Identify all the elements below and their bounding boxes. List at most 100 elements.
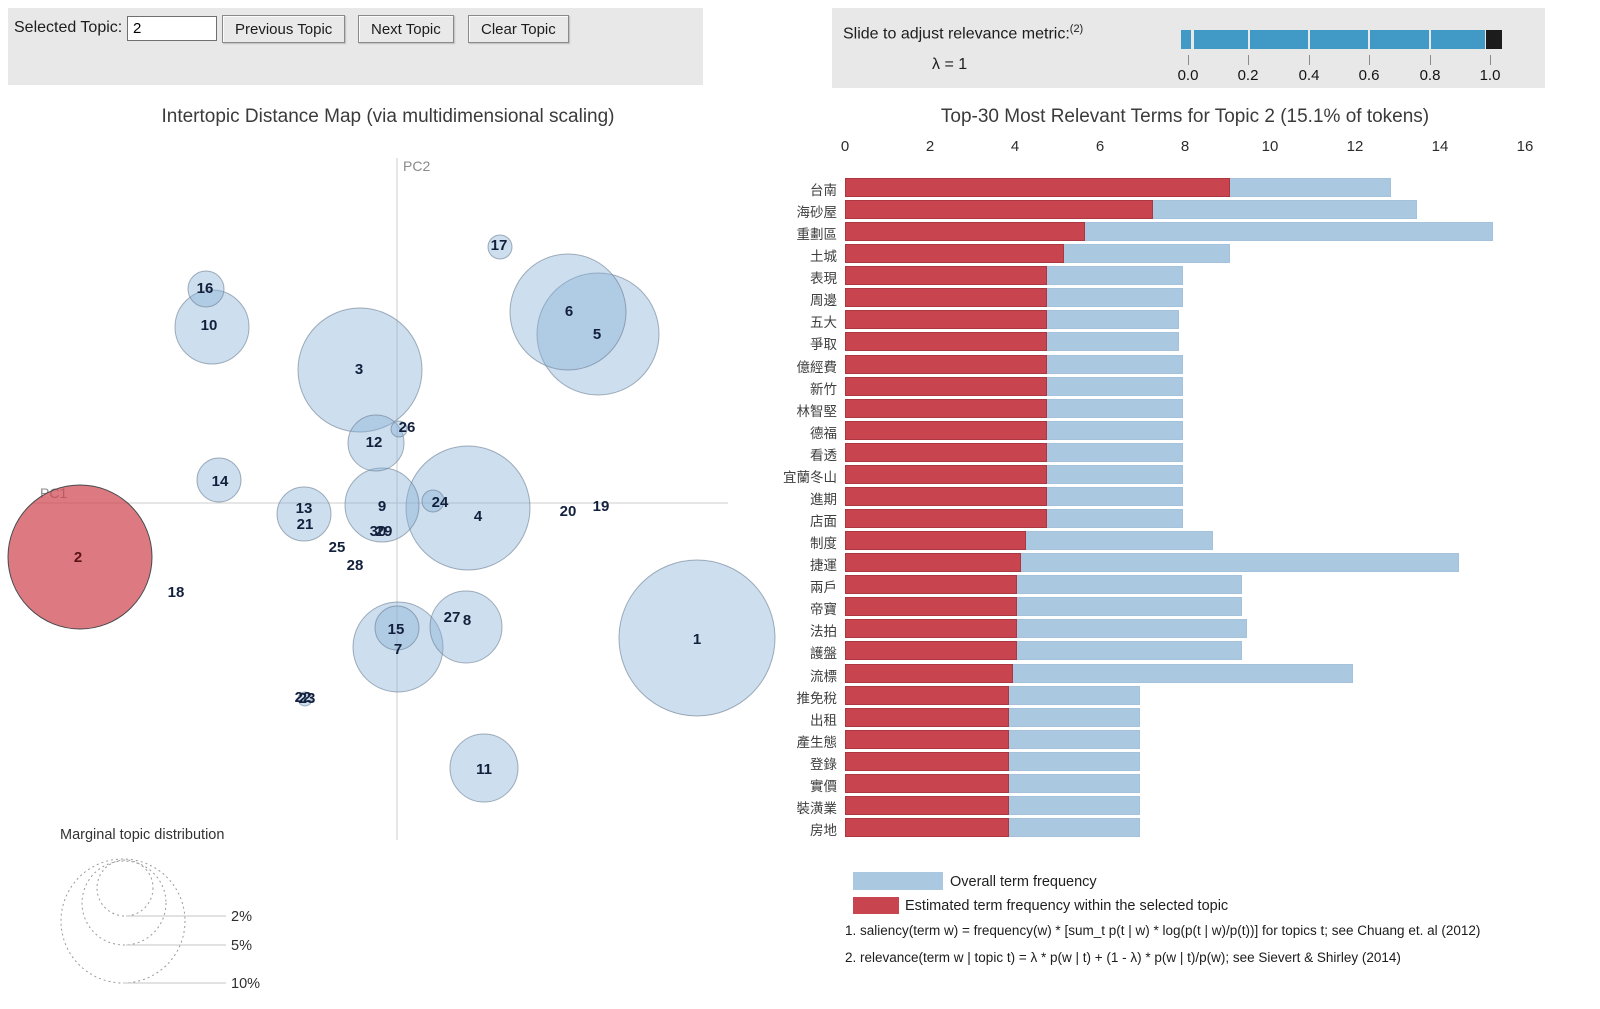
topic-label-29[interactable]: 29 [376,523,393,540]
topic-circle-24[interactable] [421,489,445,513]
topic-label-14[interactable]: 14 [212,473,229,490]
term-bar-row[interactable]: 周邊 [810,288,1525,308]
topic-circle-11[interactable] [449,733,519,803]
topic-frequency-bar[interactable] [845,751,1009,771]
term-bar-row[interactable]: 看透 [810,442,1525,463]
topic-frequency-bar[interactable] [845,310,1047,330]
topic-circle-2[interactable] [7,484,153,630]
topic-label-17[interactable]: 17 [491,237,508,254]
topic-label-16[interactable]: 16 [197,280,214,297]
topic-frequency-bar[interactable] [845,795,1009,815]
topic-label-4[interactable]: 4 [474,508,483,525]
term-bar-row[interactable]: 房地 [810,818,1525,838]
term-bar-row[interactable]: 兩戶 [810,575,1525,595]
topic-frequency-bar[interactable] [845,707,1009,727]
topic-frequency-bar[interactable] [845,398,1047,418]
slider-track-segment[interactable] [1250,30,1308,49]
topic-frequency-bar[interactable] [845,619,1017,639]
term-bar-row[interactable]: 出租 [810,707,1525,728]
term-bar-row[interactable]: 爭取 [810,332,1525,352]
term-bar-row[interactable]: 海砂屋 [797,200,1525,220]
term-bar-row[interactable]: 捷運 [810,553,1525,573]
topic-frequency-bar[interactable] [845,729,1009,749]
term-bar-row[interactable]: 新竹 [810,376,1525,397]
topic-frequency-bar[interactable] [845,553,1022,573]
topic-label-19[interactable]: 19 [593,498,610,515]
topic-label-11[interactable]: 11 [476,761,492,778]
topic-label-18[interactable]: 18 [168,584,185,601]
topic-label-13[interactable]: 13 [296,500,313,517]
slider-track-segment[interactable] [1370,30,1429,49]
topic-label-5[interactable]: 5 [593,326,601,343]
topic-frequency-bar[interactable] [845,178,1230,197]
term-bar-row[interactable]: 宜蘭冬山 [783,464,1525,485]
topic-frequency-bar[interactable] [845,641,1017,661]
term-bar-row[interactable]: 實價 [810,773,1525,794]
topic-frequency-bar[interactable] [845,332,1047,352]
term-bar-row[interactable]: 林智堅 [797,398,1525,419]
term-bar-row[interactable]: 億經費 [797,354,1525,375]
topic-frequency-bar[interactable] [845,200,1153,220]
topic-frequency-bar[interactable] [845,818,1009,838]
topic-label-23[interactable]: 23 [299,690,316,707]
term-bar-row[interactable]: 制度 [810,531,1525,551]
topic-frequency-bar[interactable] [845,288,1047,308]
clear-topic-button[interactable]: Clear Topic [468,15,569,43]
topic-circle-14[interactable] [196,457,242,503]
topic-label-15[interactable]: 15 [388,621,405,638]
topic-circle-4[interactable] [405,445,531,571]
topic-frequency-bar[interactable] [845,442,1047,462]
term-bar-row[interactable]: 德福 [810,420,1525,441]
term-bar-row[interactable]: 產生態 [797,729,1525,750]
topic-circle-26[interactable] [390,420,408,438]
slider-handle[interactable] [1486,30,1502,49]
topic-label-9[interactable]: 9 [378,498,386,515]
slider-track-segment[interactable] [1431,30,1485,49]
topic-frequency-bar[interactable] [845,420,1047,440]
topic-label-27[interactable]: 27 [444,609,461,626]
term-bar-row[interactable]: 店面 [810,509,1525,529]
topic-circle-6[interactable] [509,253,627,371]
topic-label-6[interactable]: 6 [565,303,573,320]
selected-topic-input[interactable] [127,16,217,41]
term-bar-row[interactable]: 流標 [810,663,1525,684]
topic-frequency-bar[interactable] [845,354,1047,374]
topic-circle-1[interactable] [618,559,776,717]
topic-frequency-bar[interactable] [845,244,1064,264]
term-bar-row[interactable]: 台南 [810,178,1525,198]
topic-circle-17[interactable] [487,234,513,260]
term-bar-row[interactable]: 重劃區 [797,222,1525,242]
topic-circle-13[interactable] [276,486,332,542]
term-bar-row[interactable]: 護盤 [810,641,1525,661]
topic-label-25[interactable]: 25 [329,539,346,556]
topic-frequency-bar[interactable] [845,486,1047,506]
topic-frequency-bar[interactable] [845,464,1047,484]
term-bar-row[interactable]: 法拍 [810,619,1525,639]
topic-label-12[interactable]: 12 [366,434,383,451]
topic-circle-12[interactable] [347,414,405,472]
slider-track-segment[interactable] [1310,30,1368,49]
topic-label-10[interactable]: 10 [201,317,218,334]
topic-circle-5[interactable] [536,272,660,396]
topic-frequency-bar[interactable] [845,376,1047,396]
slider-track-segment[interactable] [1194,30,1248,49]
topic-label-8[interactable]: 8 [463,612,471,629]
topic-frequency-bar[interactable] [845,597,1017,617]
topic-frequency-bar[interactable] [845,266,1047,286]
term-bar-row[interactable]: 進期 [810,486,1525,507]
slider-track-segment[interactable] [1181,30,1191,49]
term-bar-row[interactable]: 裝潢業 [797,795,1525,816]
term-bar-row[interactable]: 土城 [810,244,1525,264]
topic-label-7[interactable]: 7 [394,641,402,658]
topic-label-21[interactable]: 21 [297,516,314,533]
next-topic-button[interactable]: Next Topic [358,15,454,43]
topic-circle-3[interactable] [297,307,423,433]
topic-frequency-bar[interactable] [845,773,1009,793]
topic-circle-15[interactable] [374,605,420,651]
topic-label-24[interactable]: 24 [432,494,449,511]
topic-frequency-bar[interactable] [845,685,1009,705]
term-bar-row[interactable]: 登錄 [810,751,1525,772]
topic-label-20[interactable]: 20 [560,503,577,520]
topic-circle-16[interactable] [187,270,225,308]
topic-frequency-bar[interactable] [845,222,1085,242]
